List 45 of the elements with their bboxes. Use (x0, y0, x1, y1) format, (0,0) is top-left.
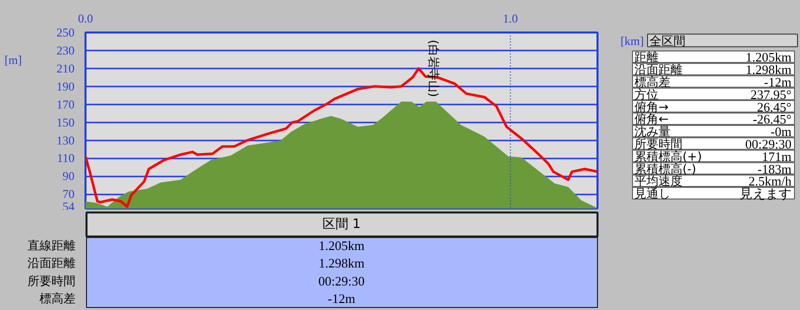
text: 00:29:30 (318, 273, 365, 288)
text: 1.205km (746, 50, 792, 65)
text: 俯角← (634, 112, 669, 126)
text: 見えます (740, 186, 792, 202)
text: 所要時間 (28, 274, 76, 288)
text: -12m (328, 291, 356, 306)
y-tick-label: 250 (56, 26, 74, 40)
text: 累積標高(-) (634, 162, 696, 176)
y-tick-label: 190 (56, 79, 74, 94)
text: 沈み量 (634, 124, 670, 139)
y-tick-label: 70 (62, 187, 74, 202)
text: 累積標高(+) (634, 149, 702, 164)
y-axis-title: [m] (4, 53, 22, 68)
y-tick-label: 90 (62, 169, 74, 184)
y-tick-label: 170 (56, 97, 74, 112)
text: 俯角→ (634, 100, 669, 114)
text: 2.5km/h (748, 174, 792, 189)
text: 平均速度 (634, 174, 682, 188)
text: 方位 (634, 87, 658, 102)
text: -26.45° (752, 112, 792, 127)
text: 区間 1 (322, 217, 361, 232)
text: 直線距離 (28, 238, 76, 252)
y-tick-label: 230 (56, 43, 74, 58)
text: 171m (762, 148, 792, 164)
y-tick-label: 150 (56, 115, 74, 130)
text: 沿面距離 (634, 62, 682, 77)
text: 標高差 (40, 292, 76, 306)
text: 26.45° (757, 99, 792, 114)
y-tick-label: 130 (56, 133, 74, 148)
text: 距離 (634, 50, 658, 64)
y-tick-label: 110 (56, 151, 75, 166)
x-axis-title: [km] (620, 34, 644, 48)
text: 沿面距離 (28, 256, 76, 270)
y-tick-label: 210 (56, 61, 74, 76)
text: 1.205km (318, 238, 364, 253)
x-tick-label: 1.0 (502, 12, 518, 26)
text: -183m (758, 161, 792, 176)
text: 1.298km (318, 256, 364, 271)
text: 237.95° (750, 86, 792, 102)
text: 見通し (634, 186, 670, 201)
x-tick-label: 0.0 (78, 12, 93, 26)
annotation: (白岩寺山) (426, 40, 440, 98)
text: 全区間 (650, 34, 686, 48)
text: 標高差 (634, 74, 670, 89)
text: 所要時間 (634, 136, 682, 151)
